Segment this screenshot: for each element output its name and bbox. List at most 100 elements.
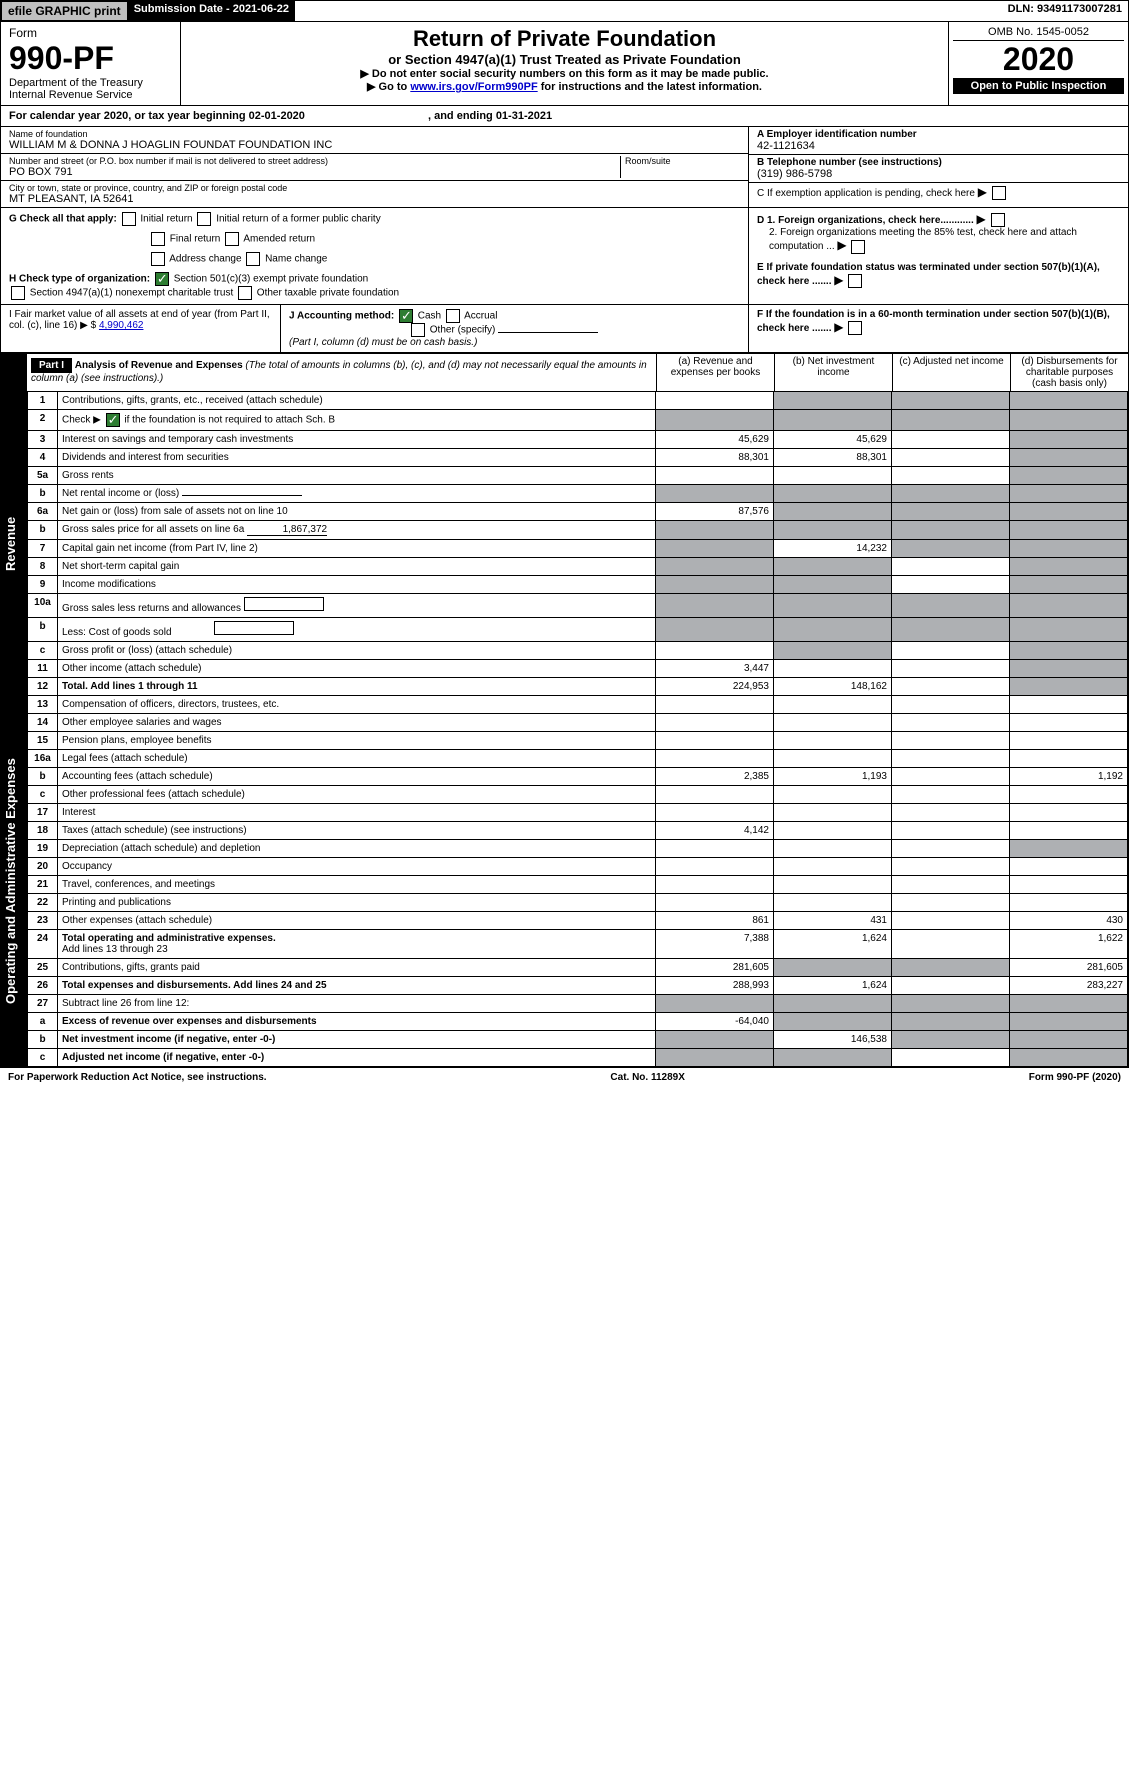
table-row: 8Net short-term capital gain (28, 558, 1128, 576)
j-section: J Accounting method: Cash Accrual Other … (281, 305, 748, 352)
phone-label: B Telephone number (see instructions) (757, 157, 1120, 168)
city-cell: City or town, state or province, country… (1, 181, 748, 207)
header-center: Return of Private Foundation or Section … (181, 22, 948, 105)
g-addr-cb[interactable] (151, 252, 165, 266)
form-subtitle: or Section 4947(a)(1) Trust Treated as P… (185, 52, 944, 67)
col-c: (c) Adjusted net income (892, 354, 1010, 391)
part1-title-cell: Part I Analysis of Revenue and Expenses … (27, 354, 656, 391)
form-ref: Form 990-PF (2020) (1029, 1072, 1121, 1083)
i-val[interactable]: 4,990,462 (99, 320, 144, 331)
tax-year: 2020 (953, 41, 1124, 78)
calendar-year: For calendar year 2020, or tax year begi… (1, 106, 1128, 127)
h-4947-cb[interactable] (11, 286, 25, 300)
table-row: 5aGross rents (28, 467, 1128, 485)
efile-button[interactable]: efile GRAPHIC print (1, 1, 128, 21)
d2: 2. Foreign organizations meeting the 85%… (769, 227, 1077, 252)
c-cell: C If exemption application is pending, c… (749, 183, 1128, 202)
g-amended-cb[interactable] (225, 232, 239, 246)
addr: PO BOX 791 (9, 166, 620, 178)
g-name-cb[interactable] (246, 252, 260, 266)
identity-left: Name of foundation WILLIAM M & DONNA J H… (1, 127, 748, 207)
d1-cb[interactable] (991, 213, 1005, 227)
pra: For Paperwork Reduction Act Notice, see … (8, 1072, 267, 1083)
g-initial-cb[interactable] (122, 212, 136, 226)
g-final: Final return (170, 234, 221, 245)
d-e-section: D 1. Foreign organizations, check here..… (748, 208, 1128, 304)
submission-date: Submission Date - 2021-06-22 (128, 1, 295, 21)
h-501: Section 501(c)(3) exempt private foundat… (174, 274, 369, 285)
table-row: 24Total operating and administrative exp… (28, 930, 1128, 959)
part1-title: Analysis of Revenue and Expenses (75, 360, 243, 371)
table-row: 20Occupancy (28, 858, 1128, 876)
table-row: 11Other income (attach schedule)3,447 (28, 660, 1128, 678)
form-number: 990-PF (9, 40, 172, 77)
warn: ▶ Do not enter social security numbers o… (185, 67, 944, 80)
e-cb[interactable] (848, 274, 862, 288)
j-accrual-cb[interactable] (446, 309, 460, 323)
table-row: bGross sales price for all assets on lin… (28, 521, 1128, 540)
goto-pre: ▶ Go to (367, 81, 410, 93)
h-other-cb[interactable] (238, 286, 252, 300)
f-label: F If the foundation is in a 60-month ter… (757, 309, 1110, 334)
identity-section: Name of foundation WILLIAM M & DONNA J H… (1, 127, 1128, 208)
col-a: (a) Revenue and expenses per books (656, 354, 774, 391)
f-cb[interactable] (848, 321, 862, 335)
header-right: OMB No. 1545-0052 2020 Open to Public In… (948, 22, 1128, 105)
g-amended: Amended return (243, 234, 315, 245)
g-final-cb[interactable] (151, 232, 165, 246)
table-row: aExcess of revenue over expenses and dis… (28, 1013, 1128, 1031)
addr-label: Number and street (or P.O. box number if… (9, 156, 620, 166)
j-cash-cb[interactable] (399, 309, 413, 323)
h-501-cb[interactable] (155, 272, 169, 286)
table-row: 27Subtract line 26 from line 12: (28, 995, 1128, 1013)
g-initial-former-cb[interactable] (197, 212, 211, 226)
table-row: 15Pension plans, employee benefits (28, 732, 1128, 750)
table-row: bNet rental income or (loss) (28, 485, 1128, 503)
name-label: Name of foundation (9, 129, 740, 139)
top-bar: efile GRAPHIC print Submission Date - 20… (1, 1, 1128, 22)
phone: (319) 986-5798 (757, 168, 1120, 180)
addr-cell: Number and street (or P.O. box number if… (1, 154, 748, 181)
goto-link[interactable]: www.irs.gov/Form990PF (410, 81, 537, 93)
g-addr-change: Address change (169, 254, 241, 265)
table-row: 9Income modifications (28, 576, 1128, 594)
expenses-side: Operating and Administrative Expenses (1, 696, 27, 1067)
h-4947: Section 4947(a)(1) nonexempt charitable … (30, 288, 233, 299)
table-row: cAdjusted net income (if negative, enter… (28, 1049, 1128, 1067)
table-row: 13Compensation of officers, directors, t… (28, 696, 1128, 714)
ein-label: A Employer identification number (757, 129, 1120, 140)
j-other-cb[interactable] (411, 323, 425, 337)
table-row: bNet investment income (if negative, ent… (28, 1031, 1128, 1049)
table-row: 12Total. Add lines 1 through 11224,95314… (28, 678, 1128, 696)
j-cash: Cash (418, 311, 441, 322)
j-note: (Part I, column (d) must be on cash basi… (289, 337, 740, 348)
g-h-section: G Check all that apply: Initial return I… (1, 208, 1128, 305)
city-label: City or town, state or province, country… (9, 183, 740, 193)
dln: DLN: 93491173007281 (1002, 1, 1128, 21)
g-initial: Initial return (140, 214, 192, 225)
footer: For Paperwork Reduction Act Notice, see … (0, 1068, 1129, 1087)
table-row: 6aNet gain or (loss) from sale of assets… (28, 503, 1128, 521)
g-section: G Check all that apply: Initial return I… (1, 208, 748, 304)
foundation-name: WILLIAM M & DONNA J HOAGLIN FOUNDAT FOUN… (9, 139, 740, 151)
table-row: 1Contributions, gifts, grants, etc., rec… (28, 392, 1128, 410)
h-label: H Check type of organization: (9, 274, 150, 285)
g-name-change: Name change (265, 254, 327, 265)
open-public: Open to Public Inspection (953, 78, 1124, 94)
form-label: Form (9, 26, 172, 40)
revenue-table: 1Contributions, gifts, grants, etc., rec… (27, 392, 1128, 696)
table-row: bLess: Cost of goods sold (28, 618, 1128, 642)
d2-cb[interactable] (851, 240, 865, 254)
r2-cb[interactable] (106, 413, 120, 427)
table-row: 14Other employee salaries and wages (28, 714, 1128, 732)
omb: OMB No. 1545-0052 (953, 26, 1124, 41)
h-other: Other taxable private foundation (257, 288, 399, 299)
table-row: 7Capital gain net income (from Part IV, … (28, 540, 1128, 558)
d1: D 1. Foreign organizations, check here..… (757, 215, 974, 226)
dept: Department of the Treasury (9, 77, 172, 89)
c-checkbox[interactable] (992, 186, 1006, 200)
ein-cell: A Employer identification number 42-1121… (749, 127, 1128, 155)
phone-cell: B Telephone number (see instructions) (3… (749, 155, 1128, 183)
col-d: (d) Disbursements for charitable purpose… (1010, 354, 1128, 391)
cal-year-2: , and ending 01-31-2021 (428, 110, 552, 122)
